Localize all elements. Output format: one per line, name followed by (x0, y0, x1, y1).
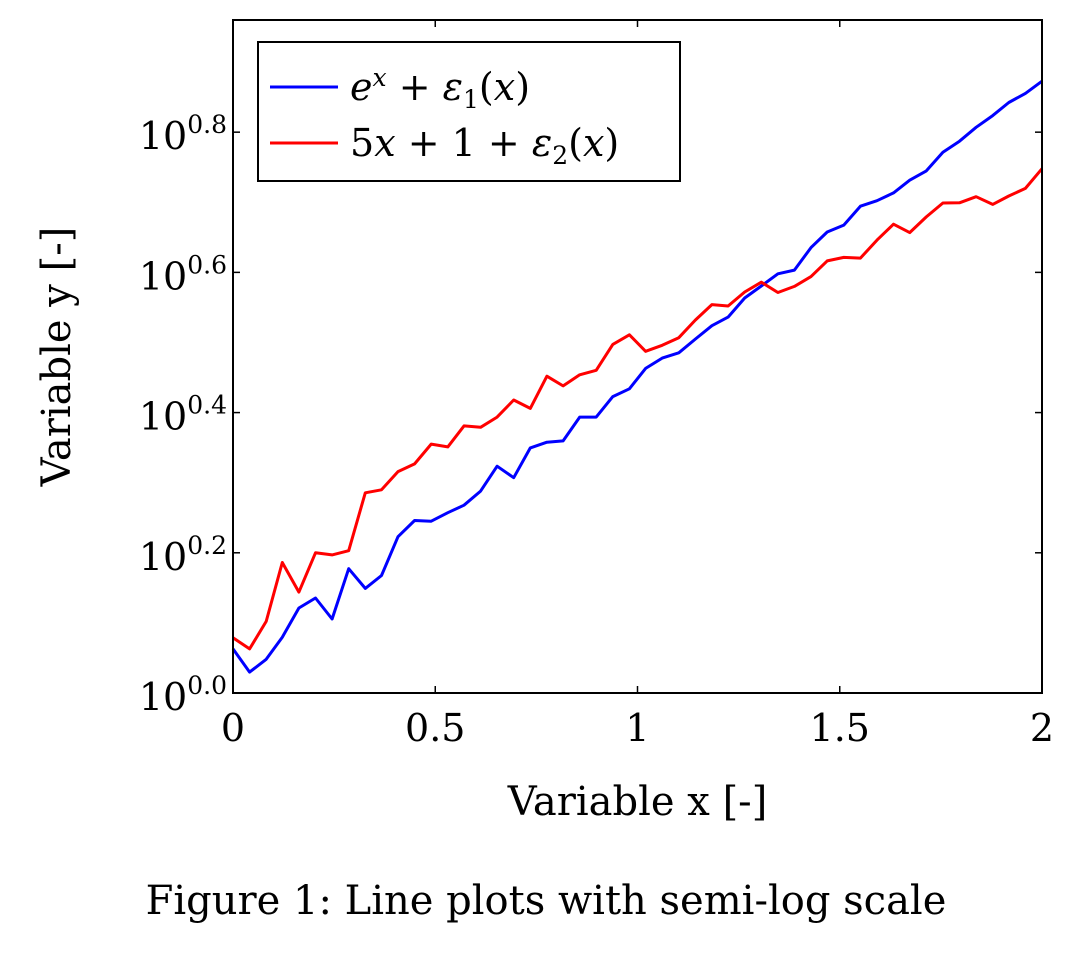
y-tick-label: 100.4 (139, 391, 227, 439)
x-tick-label: 0 (221, 706, 245, 750)
legend-box (257, 41, 681, 182)
x-tick-label: 2 (1030, 706, 1054, 750)
plot-frame (232, 19, 1043, 694)
y-tick-label: 100.6 (139, 250, 227, 298)
y-tick-labels: 100.0 100.2 100.4 100.6 100.8 (139, 110, 227, 719)
series-line-red (232, 167, 1044, 651)
x-axis-label: Variable x [-] (507, 779, 768, 825)
series-layer (231, 79, 1044, 674)
line-chart: 0 0.5 1 1.5 2 100.0 100.2 100.4 100.6 100.8 Vari… (34, 19, 1054, 825)
legend-label-linear: 5x + 1 + ε2(x) (350, 121, 619, 170)
x-tick-label: 1 (625, 706, 649, 750)
legend: ex + ε1(x) 5x + 1 + ε2(x) (257, 41, 681, 182)
x-tick-label: 0.5 (405, 706, 465, 750)
series-line-blue (231, 79, 1043, 674)
y-axis-label: Variable y [-] (34, 227, 80, 488)
x-tick-labels: 0 0.5 1 1.5 2 (221, 706, 1054, 750)
y-tick-label: 100.8 (139, 110, 227, 158)
y-tick-label: 100.0 (139, 671, 227, 719)
figure-caption: Figure 1: Line plots with semi-log scale (145, 878, 947, 924)
x-tick-label: 1.5 (810, 706, 870, 750)
legend-label-exp: ex + ε1(x) (350, 63, 530, 114)
y-tick-label: 100.2 (139, 531, 227, 579)
